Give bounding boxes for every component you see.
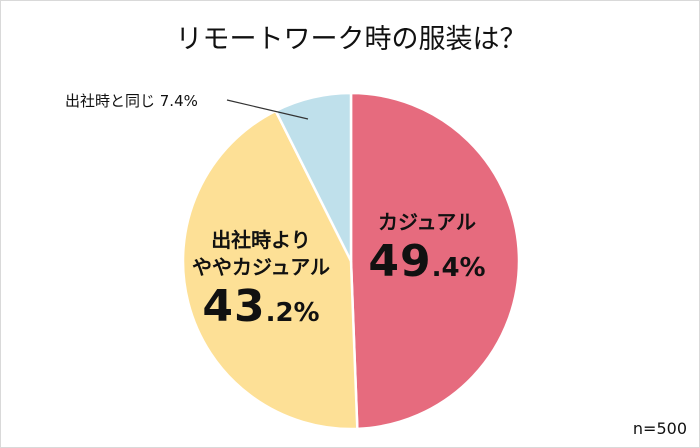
slice-casual bbox=[349, 91, 521, 431]
slice-label-slightly-casual: 出社時より ややカジュアル 43.2% bbox=[181, 227, 341, 332]
slice-label-same-as-office: 出社時と同じ 7.4% bbox=[65, 92, 198, 110]
slice-slightly-casual bbox=[181, 109, 359, 431]
slice-label-casual: カジュアル 49.4% bbox=[357, 209, 497, 287]
slice-same-as-office bbox=[273, 91, 353, 262]
sample-size-note: n=500 bbox=[632, 419, 687, 438]
slice-percent-dec: .2% bbox=[265, 298, 320, 328]
slice-percent-int: 43 bbox=[202, 281, 266, 332]
slice-name: カジュアル bbox=[378, 210, 476, 234]
slice-percent-int: 49 bbox=[368, 236, 432, 287]
leader-line bbox=[226, 99, 309, 120]
slice-name-line1: 出社時より bbox=[211, 228, 311, 252]
slice-name-line2: ややカジュアル bbox=[192, 255, 330, 279]
chart-title: リモートワーク時の服装は？ bbox=[175, 24, 527, 55]
slice-percent-dec: .4% bbox=[431, 253, 486, 283]
